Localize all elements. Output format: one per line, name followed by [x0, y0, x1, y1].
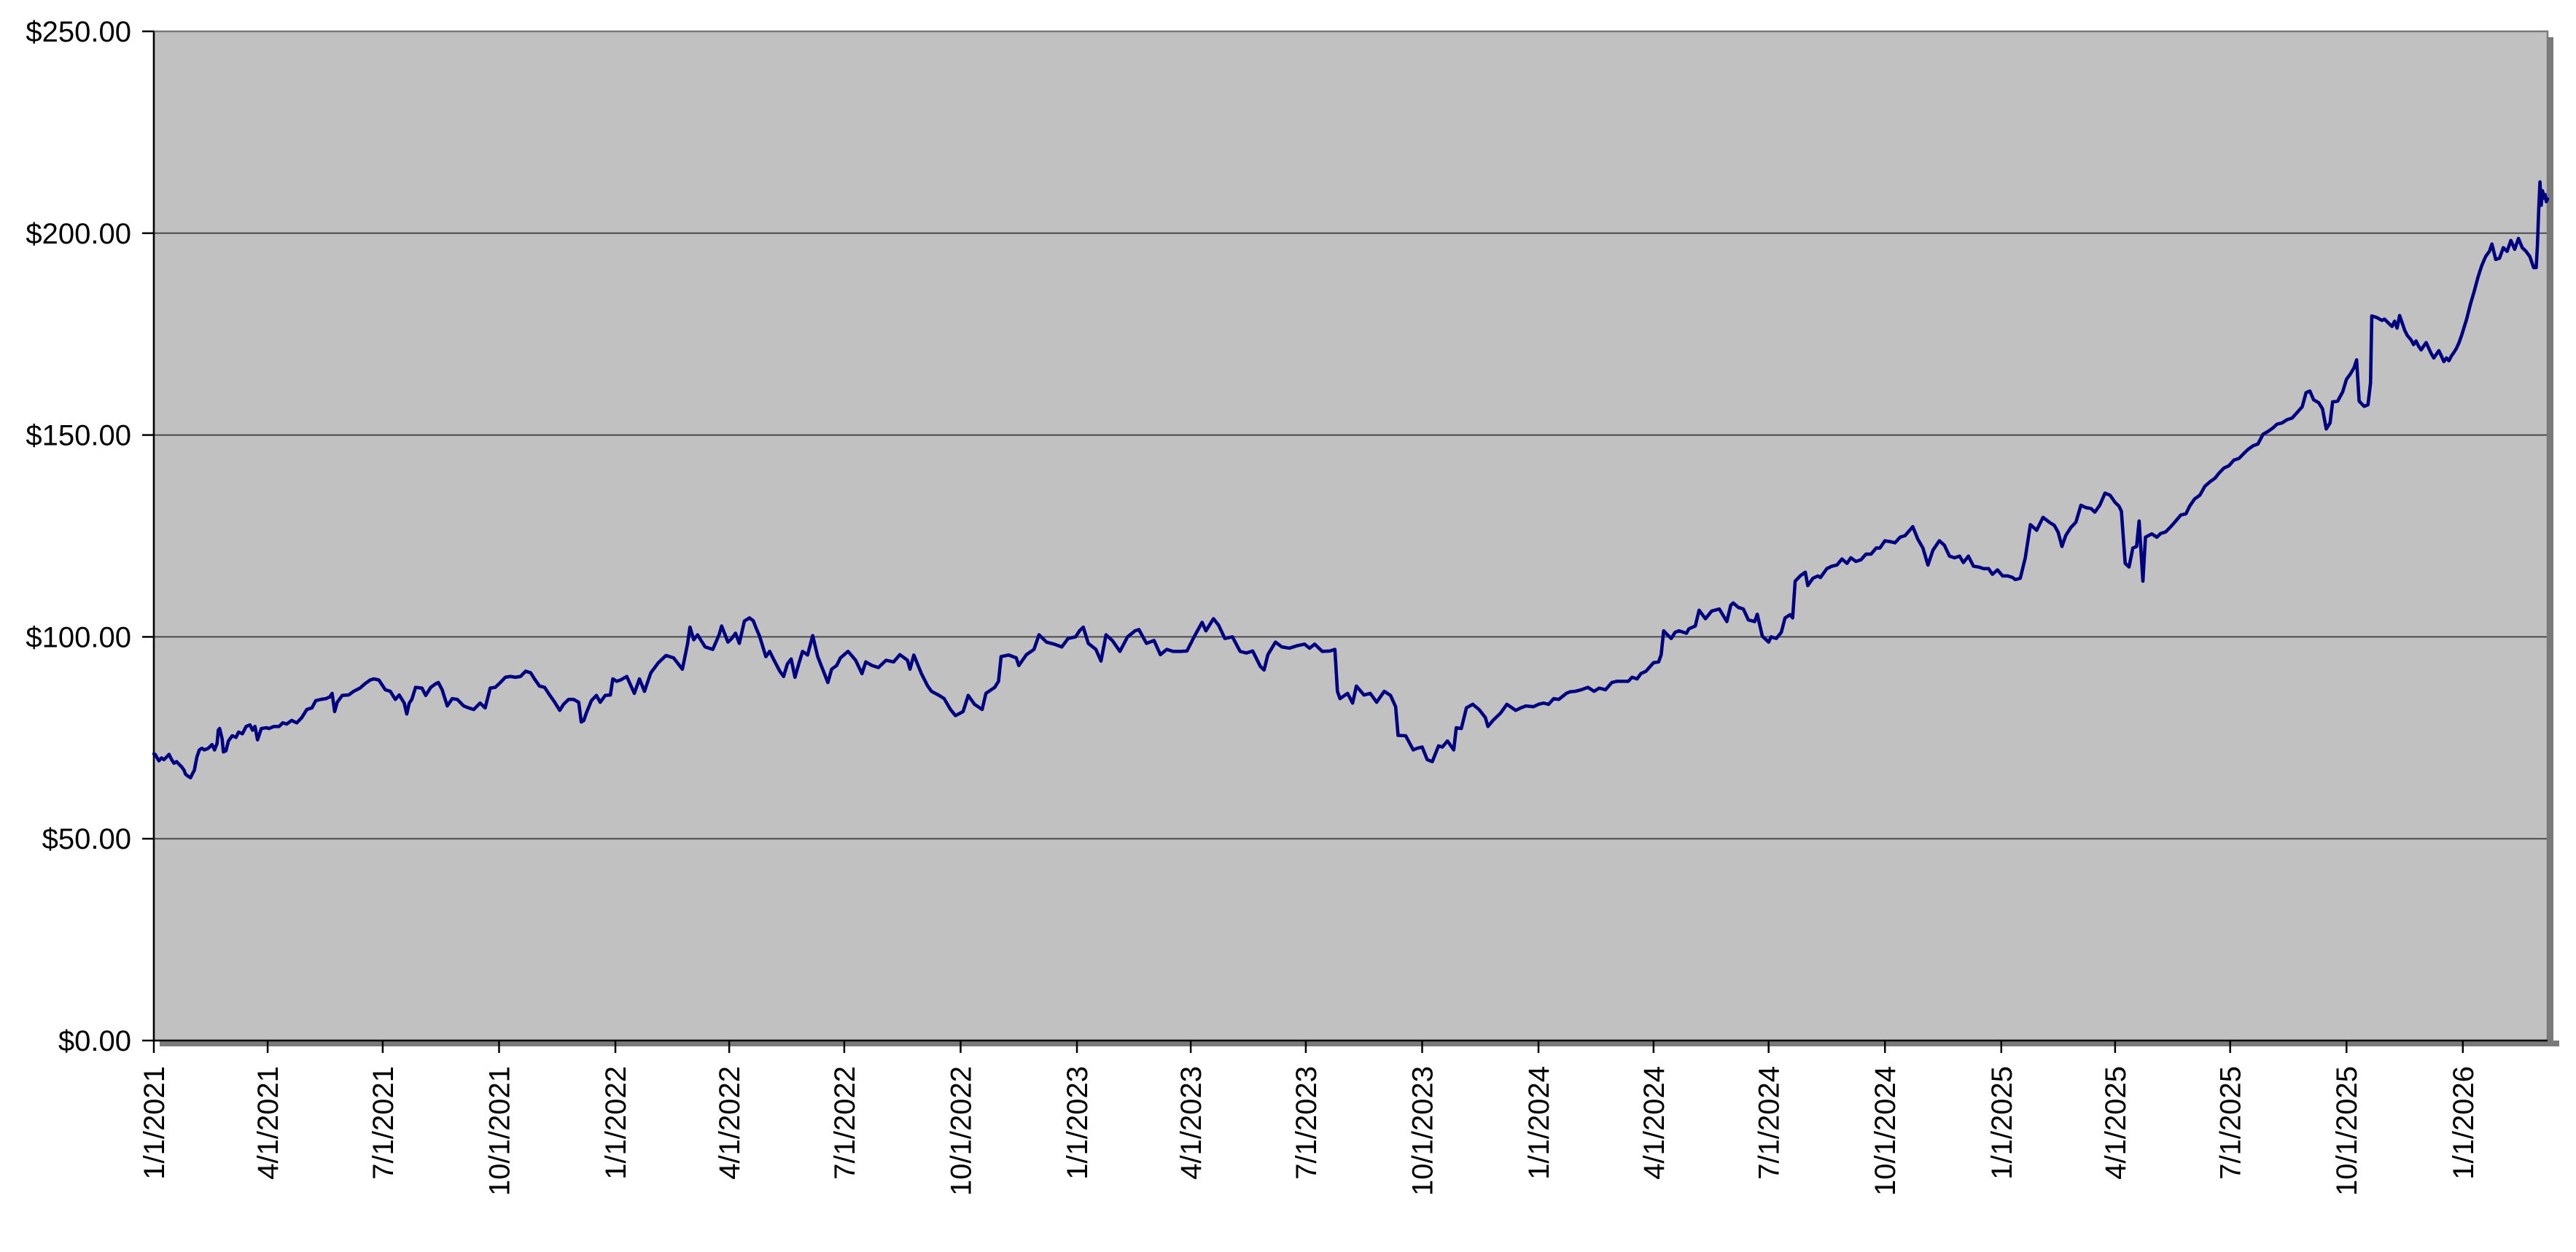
x-axis-tick-label: 10/1/2025 — [2331, 1066, 2363, 1196]
x-axis-tick-label: 10/1/2023 — [1406, 1066, 1439, 1196]
y-axis-tick-label: $0.00 — [58, 1025, 131, 1057]
x-axis-tick-label: 1/1/2025 — [1986, 1066, 2018, 1180]
x-axis-tick-label: 4/1/2024 — [1638, 1066, 1670, 1180]
x-axis-tick-label: 7/1/2023 — [1291, 1066, 1323, 1180]
x-axis-tick-label: 7/1/2024 — [1754, 1066, 1786, 1180]
x-axis-tick-label: 7/1/2022 — [829, 1066, 861, 1180]
x-axis-tick-label: 4/1/2023 — [1175, 1066, 1207, 1180]
plot-shadow-bottom — [160, 1041, 2559, 1046]
x-axis-tick-label: 7/1/2021 — [367, 1066, 400, 1180]
x-axis-tick-label: 1/1/2026 — [2448, 1066, 2480, 1180]
x-axis-tick-label: 10/1/2021 — [483, 1066, 515, 1196]
x-axis-tick-label: 1/1/2023 — [1062, 1066, 1094, 1180]
x-axis-tick-label: 1/1/2021 — [139, 1066, 171, 1180]
x-axis-tick-label: 10/1/2024 — [1869, 1066, 1902, 1196]
x-axis-tick-label: 10/1/2022 — [945, 1066, 977, 1196]
x-axis-tick-label: 1/1/2022 — [600, 1066, 632, 1180]
x-axis-tick-label: 4/1/2022 — [714, 1066, 746, 1180]
x-axis-tick-label: 7/1/2025 — [2215, 1066, 2247, 1180]
price-line — [152, 180, 2550, 779]
x-axis-tick-label: 1/1/2024 — [1523, 1066, 1555, 1180]
y-axis-tick-label: $250.00 — [26, 16, 131, 48]
y-axis-tick-label: $50.00 — [42, 823, 131, 855]
plot-shadow-right — [2548, 37, 2553, 1046]
y-axis-tick-label: $100.00 — [26, 621, 131, 653]
x-axis-tick-label: 4/1/2021 — [252, 1066, 284, 1180]
y-axis-tick-label: $200.00 — [26, 218, 131, 250]
x-axis-tick-label: 4/1/2025 — [2100, 1066, 2132, 1180]
y-axis-tick-label: $150.00 — [26, 420, 131, 452]
plot-area — [154, 31, 2548, 1041]
